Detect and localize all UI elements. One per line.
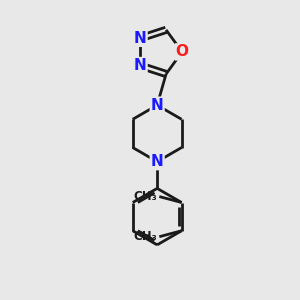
Text: N: N bbox=[134, 31, 146, 46]
Text: CH₃: CH₃ bbox=[133, 190, 157, 203]
Text: O: O bbox=[176, 44, 189, 59]
Text: N: N bbox=[134, 58, 146, 73]
Text: CH₃: CH₃ bbox=[133, 230, 157, 243]
Text: N: N bbox=[151, 98, 164, 113]
Text: N: N bbox=[151, 154, 164, 169]
